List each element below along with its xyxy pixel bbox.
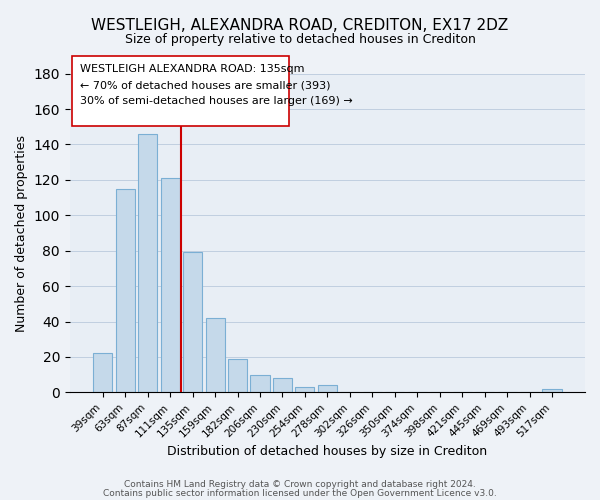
Text: WESTLEIGH, ALEXANDRA ROAD, CREDITON, EX17 2DZ: WESTLEIGH, ALEXANDRA ROAD, CREDITON, EX1… <box>91 18 509 32</box>
Text: 30% of semi-detached houses are larger (169) →: 30% of semi-detached houses are larger (… <box>80 96 353 106</box>
Bar <box>228 358 247 392</box>
FancyBboxPatch shape <box>73 56 289 126</box>
X-axis label: Distribution of detached houses by size in Crediton: Distribution of detached houses by size … <box>167 444 487 458</box>
Bar <box>138 134 157 392</box>
Bar <box>273 378 292 392</box>
Text: Contains public sector information licensed under the Open Government Licence v3: Contains public sector information licen… <box>103 488 497 498</box>
Bar <box>116 189 135 392</box>
Text: Contains HM Land Registry data © Crown copyright and database right 2024.: Contains HM Land Registry data © Crown c… <box>124 480 476 489</box>
Text: ← 70% of detached houses are smaller (393): ← 70% of detached houses are smaller (39… <box>80 80 331 90</box>
Bar <box>183 252 202 392</box>
Bar <box>250 374 269 392</box>
Bar <box>93 354 112 393</box>
Bar <box>295 387 314 392</box>
Bar <box>206 318 224 392</box>
Text: Size of property relative to detached houses in Crediton: Size of property relative to detached ho… <box>125 32 475 46</box>
Bar <box>318 386 337 392</box>
Bar <box>542 389 562 392</box>
Bar <box>161 178 179 392</box>
Text: WESTLEIGH ALEXANDRA ROAD: 135sqm: WESTLEIGH ALEXANDRA ROAD: 135sqm <box>80 64 305 74</box>
Y-axis label: Number of detached properties: Number of detached properties <box>15 134 28 332</box>
